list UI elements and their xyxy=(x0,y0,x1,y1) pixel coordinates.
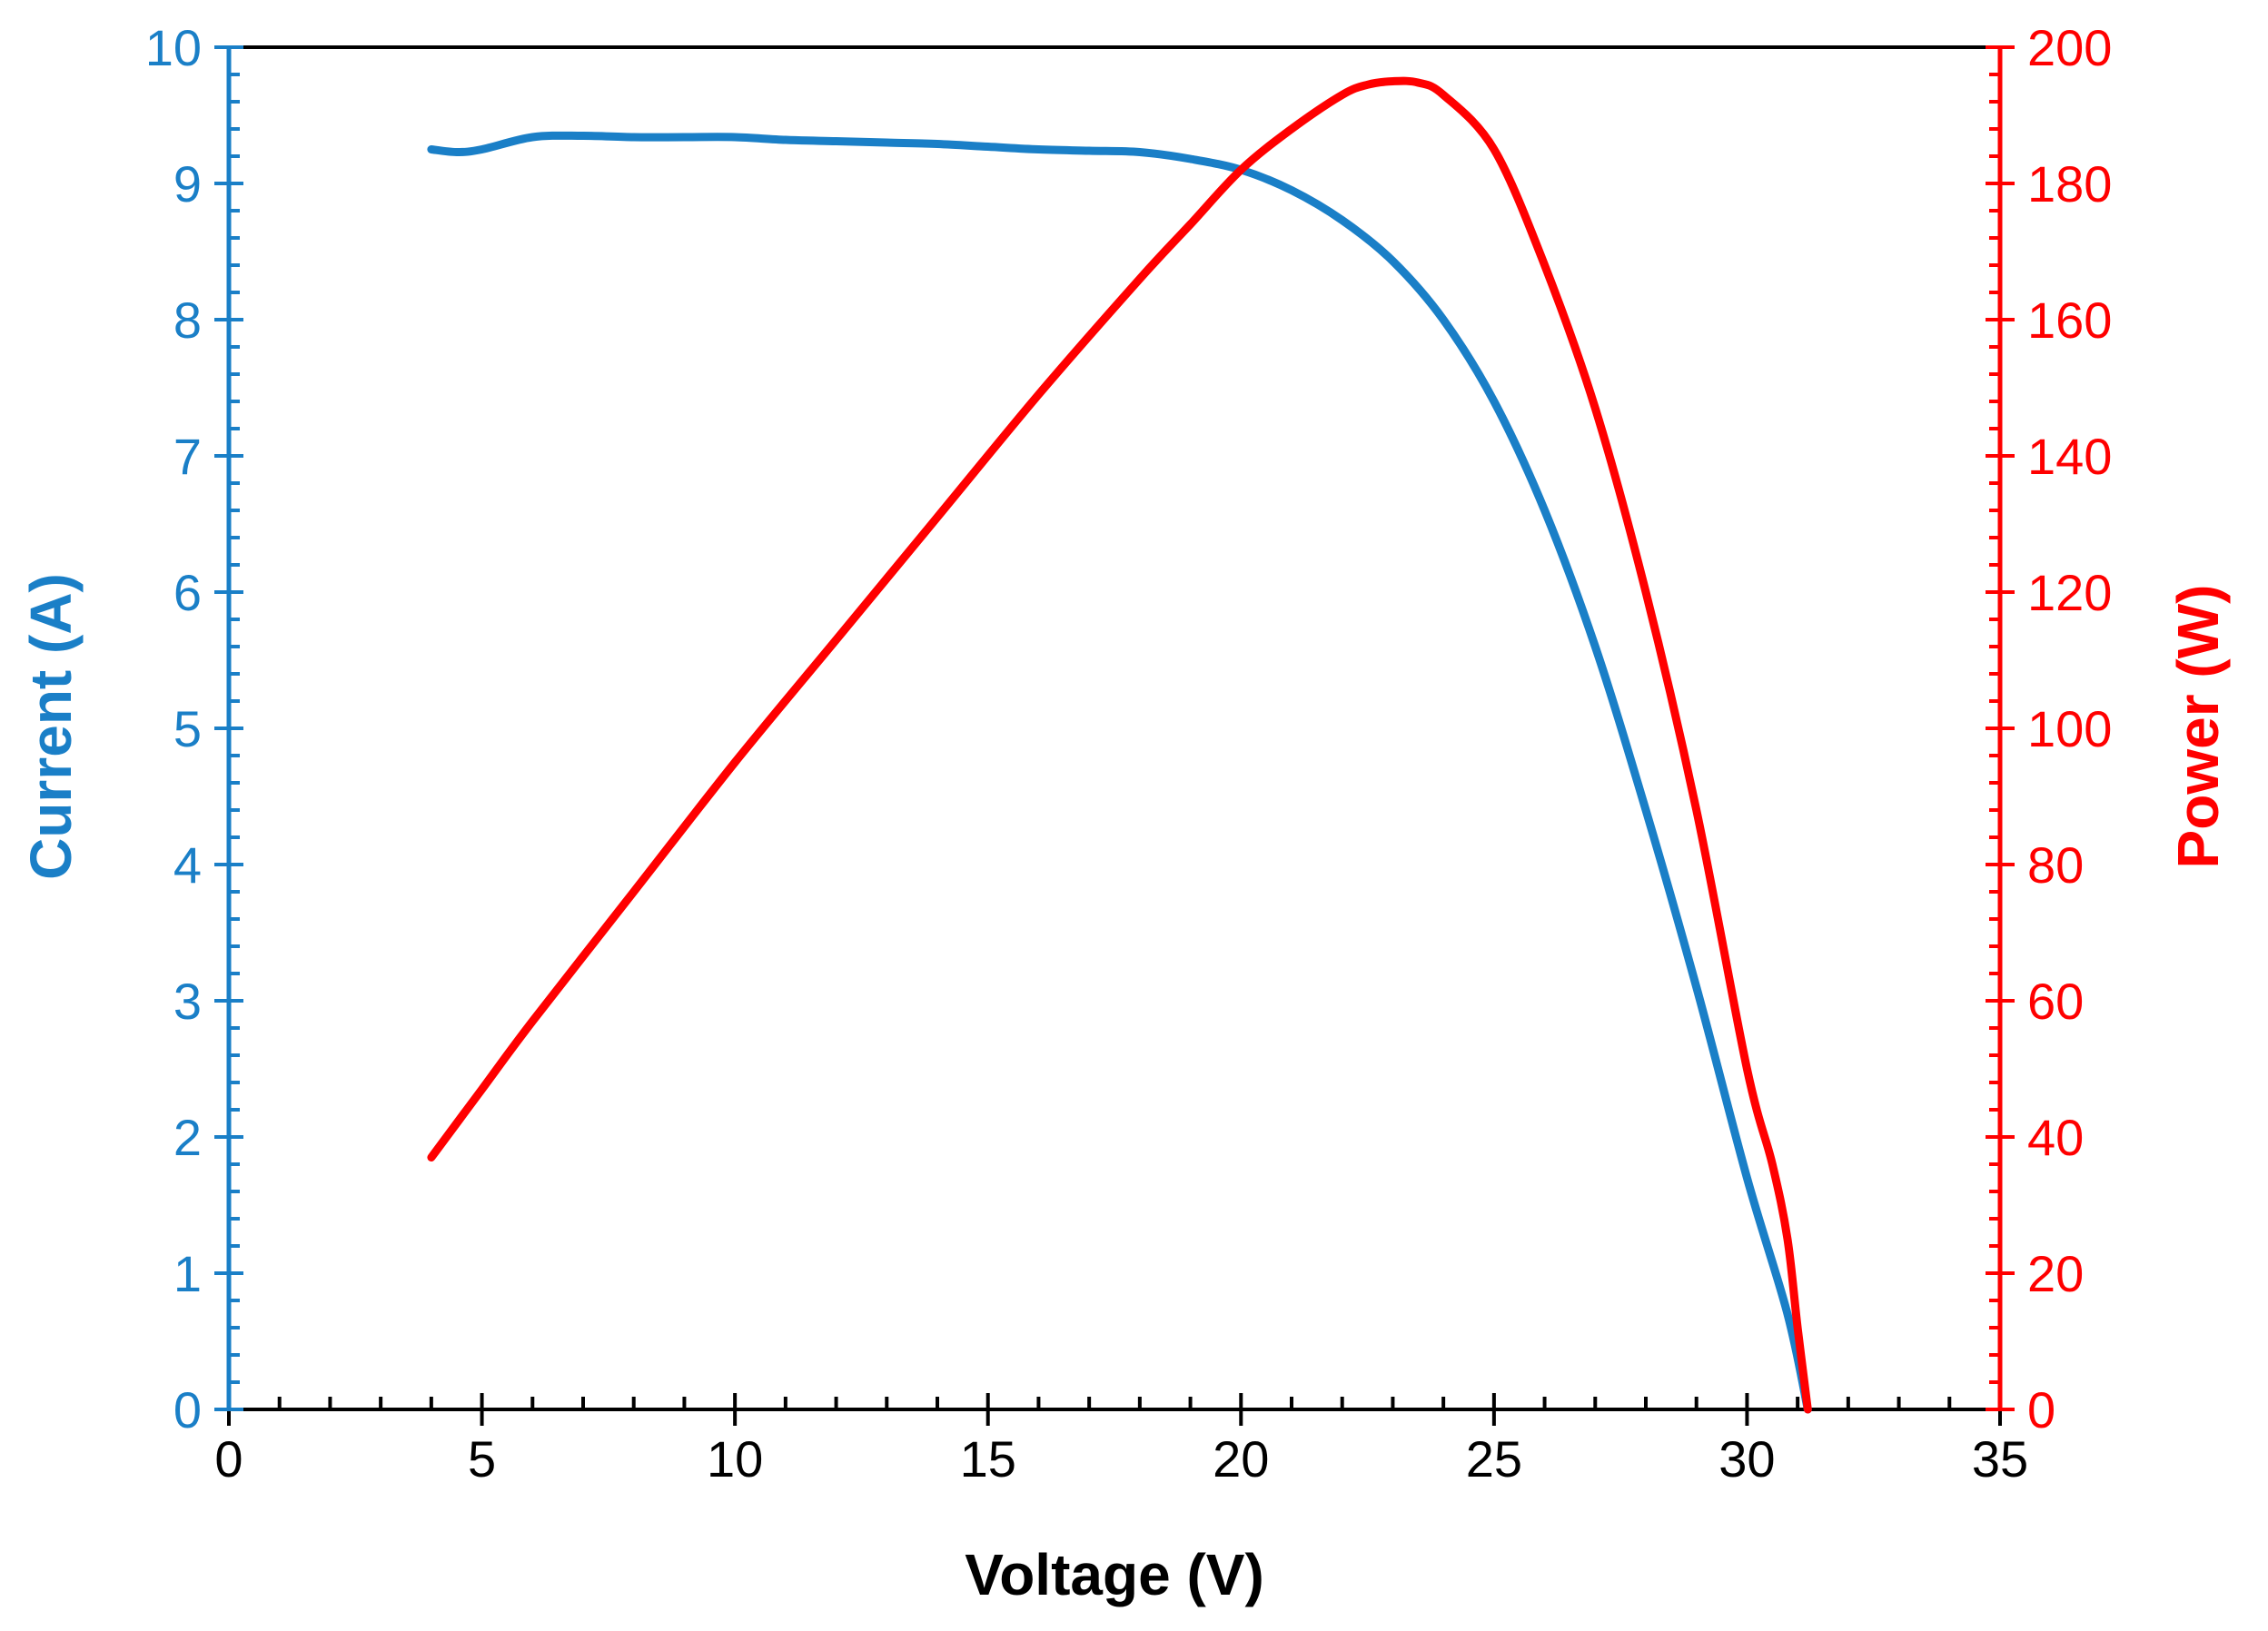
y-left-tick-label: 1 xyxy=(173,1245,202,1302)
x-tick-label: 10 xyxy=(707,1430,763,1488)
x-tick-label: 5 xyxy=(468,1430,496,1488)
y-left-tick-label: 0 xyxy=(173,1381,202,1438)
y-left-tick-label: 10 xyxy=(145,19,202,76)
y-right-tick-label: 160 xyxy=(2027,292,2112,349)
x-axis-title: Voltage (V) xyxy=(965,1542,1264,1607)
y-axis-right-title: Power (W) xyxy=(2165,585,2231,869)
y-left-tick-label: 9 xyxy=(173,155,202,213)
x-tick-label: 15 xyxy=(960,1430,1016,1488)
y-axis-right: 0 20 40 60 80 100 120 140 160 180 200 xyxy=(1986,19,2112,1438)
y-right-tick-label: 180 xyxy=(2027,155,2112,213)
y-left-tick-label: 4 xyxy=(173,836,202,894)
y-right-tick-label: 60 xyxy=(2027,973,2084,1030)
y-left-tick-label: 2 xyxy=(173,1109,202,1166)
x-tick-label: 25 xyxy=(1466,1430,1522,1488)
x-axis: 0 5 10 15 20 25 30 35 xyxy=(214,1393,2028,1488)
y-left-tick-label: 6 xyxy=(173,564,202,621)
y-right-tick-label: 200 xyxy=(2027,19,2112,76)
y-right-tick-label: 120 xyxy=(2027,564,2112,621)
x-tick-label: 0 xyxy=(214,1430,243,1488)
y-left-tick-label: 3 xyxy=(173,973,202,1030)
y-left-tick-label: 7 xyxy=(173,428,202,485)
y-left-tick-label: 5 xyxy=(173,700,202,757)
series-line-power xyxy=(427,76,1812,1414)
y-left-tick-label: 8 xyxy=(173,292,202,349)
series-line-current xyxy=(427,131,1812,1414)
y-axis-left-title: Current (A) xyxy=(18,573,84,880)
x-tick-label: 35 xyxy=(1972,1430,2028,1488)
y-right-tick-label: 20 xyxy=(2027,1245,2084,1302)
y-right-tick-label: 140 xyxy=(2027,428,2112,485)
y-right-tick-label: 100 xyxy=(2027,700,2112,757)
x-tick-label: 20 xyxy=(1213,1430,1269,1488)
y-right-tick-label: 0 xyxy=(2027,1381,2055,1438)
y-axis-left: 0 1 2 3 4 5 6 7 8 9 10 xyxy=(145,19,243,1438)
x-tick-label: 30 xyxy=(1718,1430,1775,1488)
y-right-tick-label: 40 xyxy=(2027,1109,2084,1166)
y-right-tick-label: 80 xyxy=(2027,836,2084,894)
